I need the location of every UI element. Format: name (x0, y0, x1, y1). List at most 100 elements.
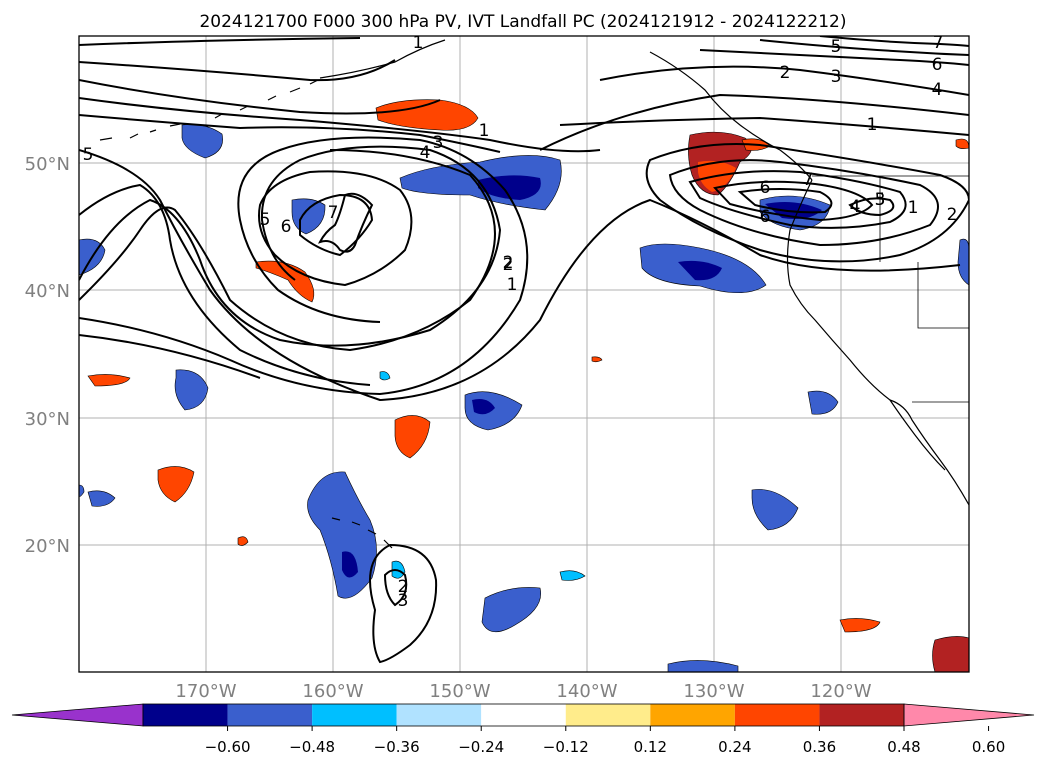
coastlines (99, 39, 969, 549)
contour-label: 5 (260, 210, 271, 230)
contour-line (79, 149, 496, 352)
colorbar-tick-label: −0.24 (458, 738, 504, 756)
positive-pv-patch (839, 618, 881, 633)
lat-tick-label: 50°N (25, 154, 70, 175)
colorbar-extend-max (903, 703, 1035, 727)
contour-line (79, 37, 361, 46)
colorbar-tick-label: −0.48 (289, 738, 335, 756)
lat-tick-label: 20°N (25, 536, 70, 557)
map-frame (78, 35, 970, 673)
lon-tick-label: 120°W (810, 681, 871, 702)
positive-pv-patch (375, 99, 479, 131)
contour-line (258, 170, 413, 287)
positive-pv-patch (237, 536, 249, 546)
lon-tick-label: 170°W (175, 681, 236, 702)
contour-label: 3 (398, 591, 409, 611)
contour-line (645, 143, 969, 263)
contour-label: 1 (479, 121, 490, 141)
negative-pv-core (678, 260, 722, 281)
colorbar-segment (227, 704, 313, 726)
negative-pv-patch (667, 660, 739, 672)
hawaii-islands (331, 517, 393, 549)
positive-pv-patch (394, 415, 431, 459)
state-border (917, 262, 969, 329)
colorbar-tick-label: 0.60 (972, 738, 1005, 756)
contour-line (79, 79, 441, 115)
colorbar-segment (819, 704, 904, 726)
contour-label: 1 (867, 115, 878, 135)
colorbar-tick-label: 0.24 (718, 738, 751, 756)
contour-line (668, 159, 939, 247)
colorbar-segment (312, 704, 397, 726)
contour-line (599, 65, 969, 96)
contour-label: 7 (328, 203, 339, 223)
contour-line (79, 59, 396, 82)
colorbar-segment (143, 704, 228, 726)
contour-line (299, 193, 374, 257)
positive-pv-patch (591, 356, 603, 363)
contour-label: 4 (850, 197, 861, 217)
baja-peninsula (889, 399, 946, 471)
positive-pv-patch (157, 466, 195, 503)
contour-label: 3 (875, 190, 886, 210)
contour-label: 6 (760, 207, 771, 227)
alaska-coast (319, 39, 813, 181)
negative-pv-core (342, 551, 358, 578)
contour-label: 3 (831, 67, 842, 87)
colorbar-tick-label: 0.12 (634, 738, 667, 756)
contour-line (79, 149, 961, 402)
lon-labels: 170°W 160°W 150°W 140°W 130°W 120°W (175, 681, 871, 702)
contour-label: 4 (932, 80, 943, 100)
contour-label: 5 (875, 190, 886, 210)
contour-line (79, 183, 371, 386)
negative-pv-patch (751, 489, 799, 531)
contour-line (688, 170, 907, 229)
aleutian-islands (99, 79, 319, 141)
colorbar-tick-label: 0.48 (887, 738, 920, 756)
contour-line (759, 39, 969, 56)
lat-tick-label: 30°N (25, 409, 70, 430)
contour-line (819, 36, 969, 47)
contour-labels: 1 2 3 4 5 6 7 1 2 3 4 5 6 7 5 6 7 1 2 1 … (83, 33, 958, 611)
colorbar-tick-label: −0.12 (543, 738, 589, 756)
colorbar-segment (565, 704, 651, 726)
positive-pv-patch (87, 374, 131, 387)
contour-label: 1 (507, 275, 518, 295)
map-panel: 1 2 3 4 5 6 7 1 2 3 4 5 6 7 5 6 7 1 2 1 … (79, 33, 969, 672)
colorbar-segment (396, 704, 482, 726)
lat-labels: 50°N 40°N 30°N 20°N (25, 154, 70, 557)
contour-label: 4 (420, 143, 431, 163)
positive-pv-patch (932, 636, 969, 672)
contour-line (79, 114, 501, 153)
contour-line (318, 192, 374, 253)
lon-tick-label: 150°W (429, 681, 490, 702)
contour-line (848, 197, 895, 217)
lon-tick-label: 140°W (556, 681, 617, 702)
colorbar-tick-label: 0.36 (803, 738, 836, 756)
contour-label: 1 (908, 198, 919, 218)
contour-label: 6 (281, 217, 292, 237)
contour-line (699, 49, 969, 66)
contour-line (79, 136, 529, 396)
colorbar-segment (650, 704, 735, 726)
negative-pv-patch (87, 490, 116, 507)
contour-label: 6 (760, 178, 771, 198)
contour-label: 2 (503, 253, 514, 273)
lat-tick-label: 40°N (25, 281, 70, 302)
lon-tick-label: 160°W (302, 681, 363, 702)
contour-label: 2 (780, 63, 791, 83)
contour-line (79, 334, 261, 379)
colorbar: −0.60 −0.48 −0.36 −0.24 −0.12 0.12 0.24 0.36 0.4… (11, 703, 1035, 756)
figure-title: 2024121700 F000 300 hPa PV, IVT Landfall… (199, 12, 846, 32)
contour-label: 3 (433, 133, 444, 153)
contour-line (369, 543, 438, 664)
colorbar-segment (734, 704, 820, 726)
contour-label: 7 (803, 170, 814, 190)
colorbar-segment (481, 704, 566, 726)
contour-label: 2 (398, 577, 409, 597)
contour-label: 5 (83, 145, 94, 165)
contour-line (737, 188, 833, 214)
contours (79, 36, 969, 664)
contour-label: 7 (933, 33, 944, 53)
